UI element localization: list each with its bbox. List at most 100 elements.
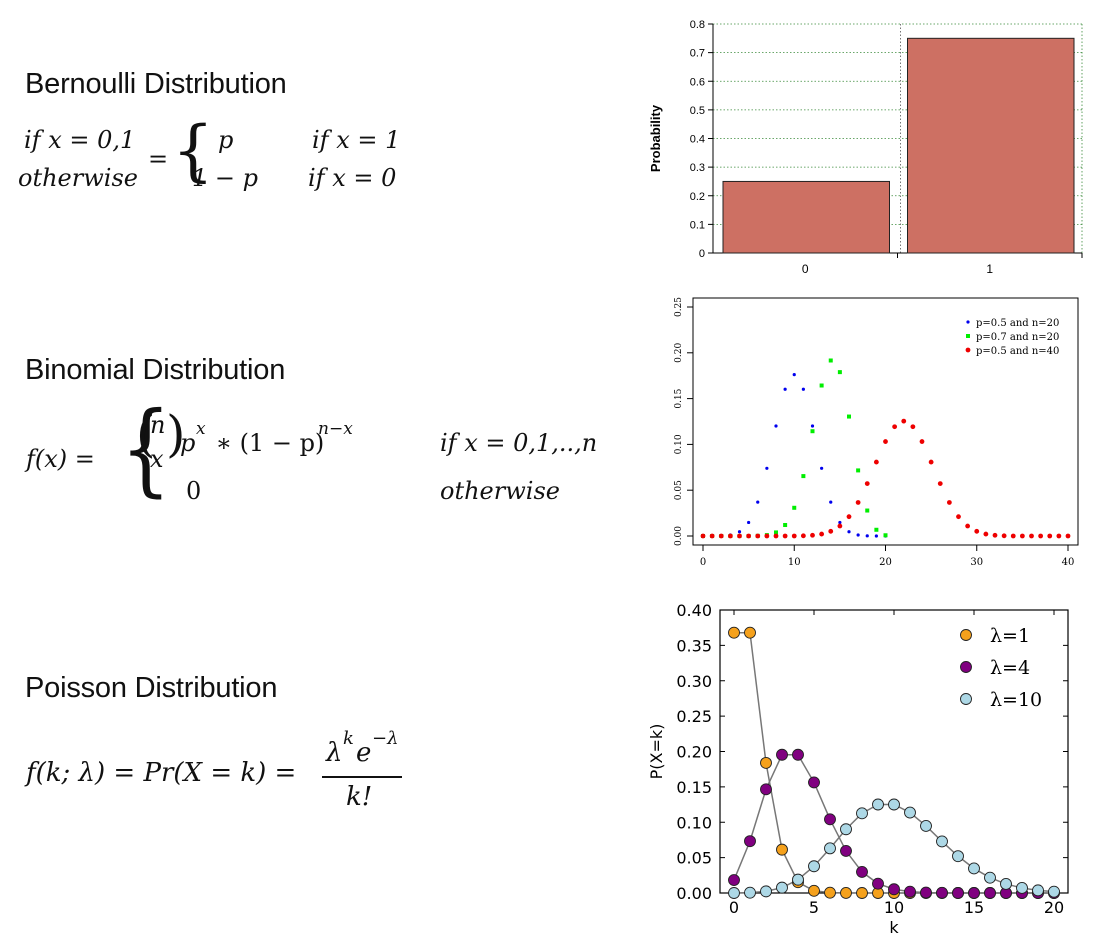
data-point (837, 523, 843, 529)
data-point (824, 842, 836, 855)
data-point (755, 533, 761, 539)
legend-label: λ=10 (990, 689, 1042, 711)
y-tick-label: 0.25 (674, 297, 684, 317)
data-point (829, 500, 833, 504)
data-point (910, 424, 916, 430)
data-point (819, 383, 824, 388)
data-point (760, 885, 772, 898)
poisson-lhs: f(k; λ) = Pr(X = k) = (26, 758, 297, 788)
poisson-fraction-bar (322, 776, 402, 778)
legend-marker (960, 629, 972, 641)
data-point (728, 626, 740, 639)
data-point (824, 886, 836, 899)
data-point (904, 806, 916, 819)
bar (907, 37, 1075, 254)
y-tick-label: 0.35 (676, 636, 712, 655)
y-tick-label: 0.05 (674, 480, 684, 500)
data-point (856, 533, 860, 537)
y-tick-label: 0.20 (674, 343, 684, 363)
data-point (828, 528, 834, 534)
data-point (718, 533, 724, 539)
data-point (901, 418, 907, 424)
bar (722, 180, 890, 254)
bernoulli-case1-cond: if x = 1 (312, 126, 401, 154)
binomial-paren-right: ) (166, 405, 186, 463)
y-axis-label: P(X=k) (647, 724, 666, 780)
data-point (765, 466, 769, 470)
data-point (782, 533, 788, 539)
data-point (810, 532, 815, 538)
data-point (865, 534, 869, 538)
data-point (920, 819, 932, 832)
data-point (700, 533, 706, 539)
data-point (737, 530, 742, 534)
legend-label: p=0.5 and n=40 (976, 346, 1059, 357)
y-tick-label: 0.15 (676, 778, 712, 797)
data-point (952, 850, 964, 863)
data-point (773, 533, 779, 539)
data-point (928, 459, 934, 465)
data-point (904, 885, 916, 898)
x-tick-label: 0 (802, 262, 809, 276)
y-tick-label: 0.05 (676, 849, 712, 868)
data-point (968, 887, 980, 899)
binomial-brace: { (120, 390, 172, 507)
y-tick-label: 0.7 (690, 48, 705, 60)
data-point (840, 844, 852, 857)
x-tick-label: 20 (879, 557, 892, 568)
y-tick-label: 0.2 (690, 191, 705, 203)
y-tick-label: 0.6 (690, 76, 705, 88)
data-point (737, 533, 742, 539)
data-point (820, 466, 824, 470)
legend-marker (960, 693, 972, 705)
data-point (760, 783, 772, 796)
data-point (937, 481, 943, 487)
bernoulli-title: Bernoulli Distribution (25, 68, 287, 100)
binomial-case2-cond: otherwise (440, 477, 560, 505)
bernoulli-brace: { (172, 112, 214, 189)
bernoulli-bar-chart: 0 0.1 0.2 0.3 0.4 0.5 0.6 0.7 0.8 0 1 Probability (648, 19, 1083, 276)
bernoulli-case1-value: p (218, 126, 234, 154)
binomial-x: x (150, 445, 164, 473)
y-axis-label: Probability (648, 104, 663, 172)
y-tick-label: 0.15 (674, 388, 684, 408)
data-point (874, 527, 879, 532)
data-point (801, 387, 805, 391)
data-point (808, 884, 820, 897)
data-point (872, 798, 884, 811)
data-point (1032, 884, 1044, 897)
data-point (984, 887, 996, 899)
x-tick-label: 0 (700, 557, 706, 568)
x-tick-label: 1 (986, 262, 993, 276)
data-point (946, 500, 952, 505)
data-point (1001, 533, 1007, 539)
data-point (919, 439, 925, 444)
data-point (965, 523, 971, 529)
data-point (1016, 882, 1028, 894)
binomial-paren-left: ( (136, 405, 156, 463)
data-point (728, 887, 740, 899)
plot-frame (719, 609, 1069, 894)
y-tick-label: 0.20 (676, 743, 712, 762)
data-point (1048, 885, 1060, 898)
binomial-case1-cond: if x = 0,1,..,n (440, 429, 598, 457)
x-tick-label: 10 (884, 898, 904, 917)
bernoulli-lhs-bottom: otherwise (18, 164, 138, 192)
data-point (808, 860, 820, 873)
bernoulli-case2-value: 1 − p (192, 164, 258, 192)
data-point (744, 626, 756, 639)
data-point (892, 424, 898, 430)
bernoulli-lhs-top: if x = 0,1 (24, 126, 136, 154)
data-point (727, 533, 733, 539)
bernoulli-case2-cond: if x = 0 (308, 164, 397, 192)
data-point (774, 530, 778, 535)
data-point (883, 533, 888, 538)
data-point (872, 877, 884, 890)
y-tick-label: 0.10 (676, 813, 712, 832)
data-point (792, 373, 796, 377)
y-tick-label: 0.1 (690, 219, 705, 231)
data-point (873, 459, 879, 465)
data-point (888, 883, 900, 896)
data-point (1047, 533, 1053, 539)
binomial-exp2: n−x (318, 419, 353, 439)
